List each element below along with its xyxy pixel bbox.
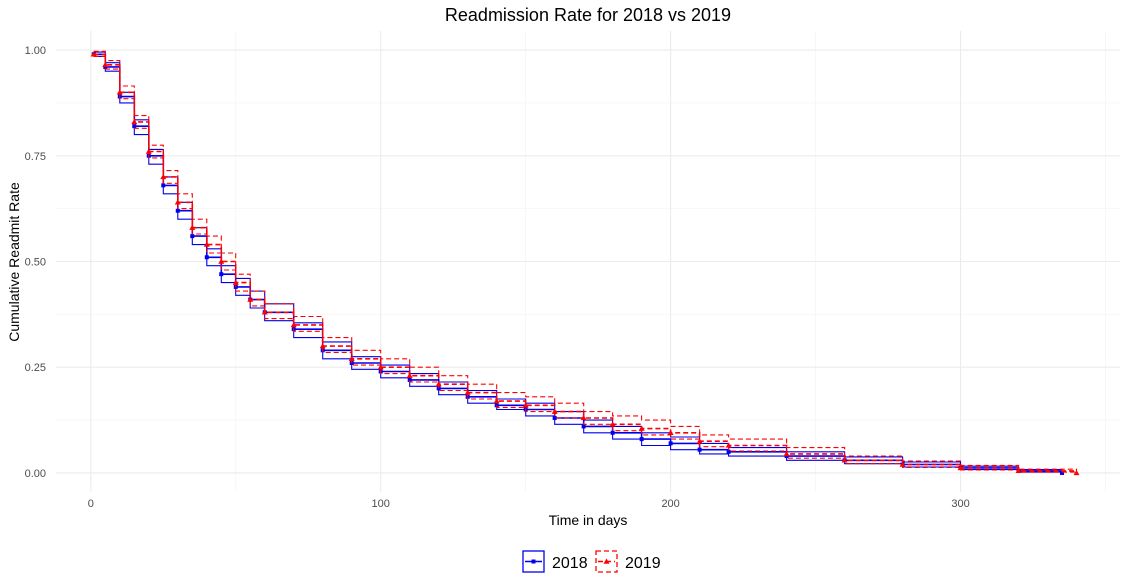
censor-mark-2019 bbox=[522, 402, 529, 408]
censor-mark-2019 bbox=[1015, 467, 1022, 474]
censor-mark-2019 bbox=[551, 408, 558, 414]
censor-mark-2018 bbox=[204, 255, 209, 260]
censor-mark-2018 bbox=[581, 424, 586, 429]
censor-mark-2018 bbox=[494, 403, 499, 408]
censor-mark-2019 bbox=[116, 89, 123, 95]
censor-mark-2018 bbox=[1060, 470, 1065, 475]
censor-mark-2018 bbox=[726, 449, 731, 454]
censor-mark-2018 bbox=[132, 124, 137, 129]
survival-line-2018 bbox=[93, 53, 1063, 473]
survival-line-2019 bbox=[93, 53, 1078, 473]
censor-mark-2019 bbox=[1073, 469, 1080, 476]
legend-key-box bbox=[522, 550, 545, 573]
y-tick-label: 0.75 bbox=[25, 151, 46, 163]
legend-label: 2018 bbox=[552, 555, 588, 572]
legend-key-marker bbox=[531, 559, 536, 564]
censor-mark-2018 bbox=[190, 234, 195, 239]
censor-mark-2018 bbox=[639, 437, 644, 442]
censor-mark-2018 bbox=[697, 447, 702, 452]
chart-title: Readmission Rate for 2018 vs 2019 bbox=[445, 5, 731, 25]
tick-labels: 0 100 200 300 0.00 0.25 0.50 0.75 1.00 bbox=[25, 45, 970, 510]
y-tick-label: 1.00 bbox=[25, 45, 46, 57]
censor-mark-2019 bbox=[957, 464, 964, 471]
censor-mark-2019 bbox=[232, 279, 239, 285]
censor-mark-2019 bbox=[145, 148, 152, 154]
series-layer bbox=[90, 50, 1080, 476]
censor-mark-2019 bbox=[319, 343, 326, 349]
censor-mark-2019 bbox=[899, 461, 906, 467]
y-tick-label: 0.50 bbox=[25, 257, 46, 269]
censor-mark-2019 bbox=[638, 425, 645, 431]
ci-lower-line-2018 bbox=[93, 55, 1063, 473]
censor-mark-2019 bbox=[725, 442, 732, 448]
censor-mark-2019 bbox=[189, 224, 196, 230]
legend-item-2018: 2018 bbox=[522, 550, 588, 573]
censor-mark-2019 bbox=[261, 309, 268, 315]
y-tick-label: 0.25 bbox=[25, 362, 46, 374]
censor-mark-2019 bbox=[667, 429, 674, 435]
censor-mark-2019 bbox=[90, 51, 97, 57]
censor-mark-2018 bbox=[610, 430, 615, 435]
censor-mark-2019 bbox=[609, 421, 616, 427]
legend-label: 2019 bbox=[625, 555, 661, 572]
censor-mark-2018 bbox=[552, 415, 557, 420]
censor-mark-2019 bbox=[841, 457, 848, 463]
censor-mark-2019 bbox=[406, 372, 413, 378]
censor-mark-2019 bbox=[493, 398, 500, 404]
legend-item-2019: 2019 bbox=[595, 550, 661, 573]
censor-mark-2019 bbox=[377, 364, 384, 370]
censor-mark-2018 bbox=[175, 208, 180, 213]
censor-mark-2019 bbox=[131, 118, 138, 125]
censor-mark-2019 bbox=[174, 199, 181, 205]
censor-mark-2019 bbox=[218, 258, 225, 264]
censor-mark-2019 bbox=[580, 414, 587, 421]
censor-mark-2019 bbox=[464, 389, 471, 395]
censor-mark-2019 bbox=[102, 61, 109, 68]
x-tick-label: 100 bbox=[372, 498, 390, 510]
y-axis-title: Cumulative Readmit Rate bbox=[6, 182, 22, 342]
x-tick-label: 200 bbox=[661, 498, 679, 510]
censor-mark-2019 bbox=[348, 355, 355, 361]
censor-mark-2019 bbox=[160, 173, 167, 180]
ci-lower-line-2019 bbox=[93, 55, 1078, 473]
censor-mark-2018 bbox=[219, 272, 224, 277]
censor-mark-2019 bbox=[290, 321, 297, 328]
grid bbox=[56, 31, 1120, 492]
censor-mark-2018 bbox=[161, 183, 166, 188]
censor-mark-2019 bbox=[435, 381, 442, 387]
legend-key-box bbox=[595, 550, 618, 573]
censor-mark-2019 bbox=[203, 241, 210, 247]
x-axis-title: Time in days bbox=[549, 512, 628, 528]
x-tick-label: 0 bbox=[88, 498, 94, 510]
censor-mark-2018 bbox=[407, 377, 412, 382]
series-2019 bbox=[90, 50, 1080, 476]
y-tick-label: 0.00 bbox=[25, 468, 46, 480]
censor-mark-2018 bbox=[668, 441, 673, 446]
x-tick-label: 300 bbox=[951, 498, 969, 510]
censor-mark-2019 bbox=[247, 296, 254, 302]
legend: 2018 2019 bbox=[522, 550, 661, 573]
legend-key-marker bbox=[603, 558, 610, 564]
censor-mark-2019 bbox=[783, 450, 790, 457]
censor-mark-2019 bbox=[696, 438, 703, 444]
